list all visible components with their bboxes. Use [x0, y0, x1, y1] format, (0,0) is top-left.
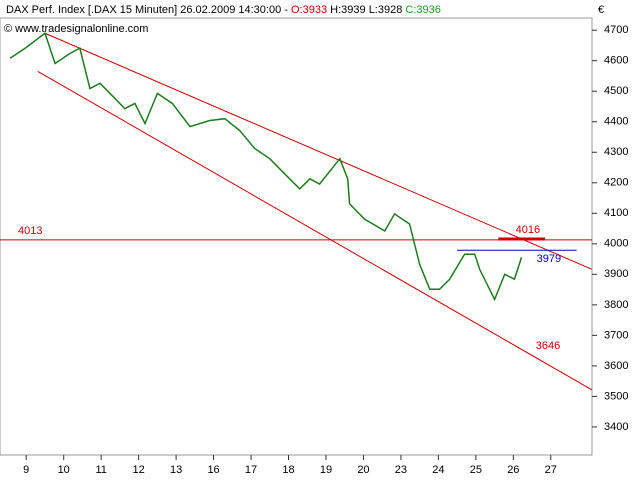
trendline	[37, 70, 592, 391]
y-tick-label: 3400	[604, 421, 628, 433]
open: O:3933	[291, 4, 327, 16]
x-tick-label: 13	[170, 464, 182, 476]
x-tick-label: 9	[23, 464, 29, 476]
x-tick-label: 26	[507, 464, 519, 476]
level-label: 4013	[18, 225, 42, 237]
y-tick-label: 4100	[604, 207, 628, 219]
watermark: © www.tradesignalonline.com	[4, 23, 148, 35]
y-tick-label: 3700	[604, 329, 628, 341]
y-tick-label: 3900	[604, 268, 628, 280]
x-tick-label: 25	[470, 464, 482, 476]
note-label: 3646	[536, 340, 560, 352]
x-tick-label: 24	[432, 464, 444, 476]
price-line	[9, 32, 523, 302]
x-tick-label: 27	[545, 464, 557, 476]
y-tick-label: 4000	[604, 238, 628, 250]
y-tick-label: 4400	[604, 116, 628, 128]
close: C:3936	[405, 4, 440, 16]
level-label: 3979	[537, 253, 561, 265]
x-tick-label: 19	[320, 464, 332, 476]
plot-area	[0, 17, 593, 456]
trendline	[44, 32, 592, 270]
x-tick-label: 11	[95, 464, 106, 476]
x-tick-label: 18	[282, 464, 294, 476]
x-tick-label: 23	[395, 464, 407, 476]
x-tick-label: 12	[133, 464, 145, 476]
instrument: DAX Perf. Index [.DAX 15 Minuten]	[6, 4, 177, 16]
low: L:3928	[369, 4, 403, 16]
y-tick-label: 4600	[604, 55, 628, 67]
x-tick-label: 20	[357, 464, 369, 476]
y-tick-label: 3600	[604, 360, 628, 372]
header: DAX Perf. Index [.DAX 15 Minuten] 26.02.…	[6, 4, 441, 16]
currency: €	[598, 4, 604, 16]
y-tick-label: 4300	[604, 146, 628, 158]
x-tick-label: 10	[58, 464, 70, 476]
datetime: 26.02.2009 14:30:00 -	[180, 4, 288, 16]
y-tick-label: 3800	[604, 299, 628, 311]
x-tick-label: 17	[245, 464, 257, 476]
y-tick-label: 4700	[604, 24, 628, 36]
y-tick-label: 3500	[604, 390, 628, 402]
x-tick-label: 16	[207, 464, 219, 476]
y-tick-label: 4200	[604, 177, 628, 189]
level-label: 4016	[516, 224, 540, 236]
y-tick-label: 4500	[604, 85, 628, 97]
high: H:3939	[330, 4, 365, 16]
